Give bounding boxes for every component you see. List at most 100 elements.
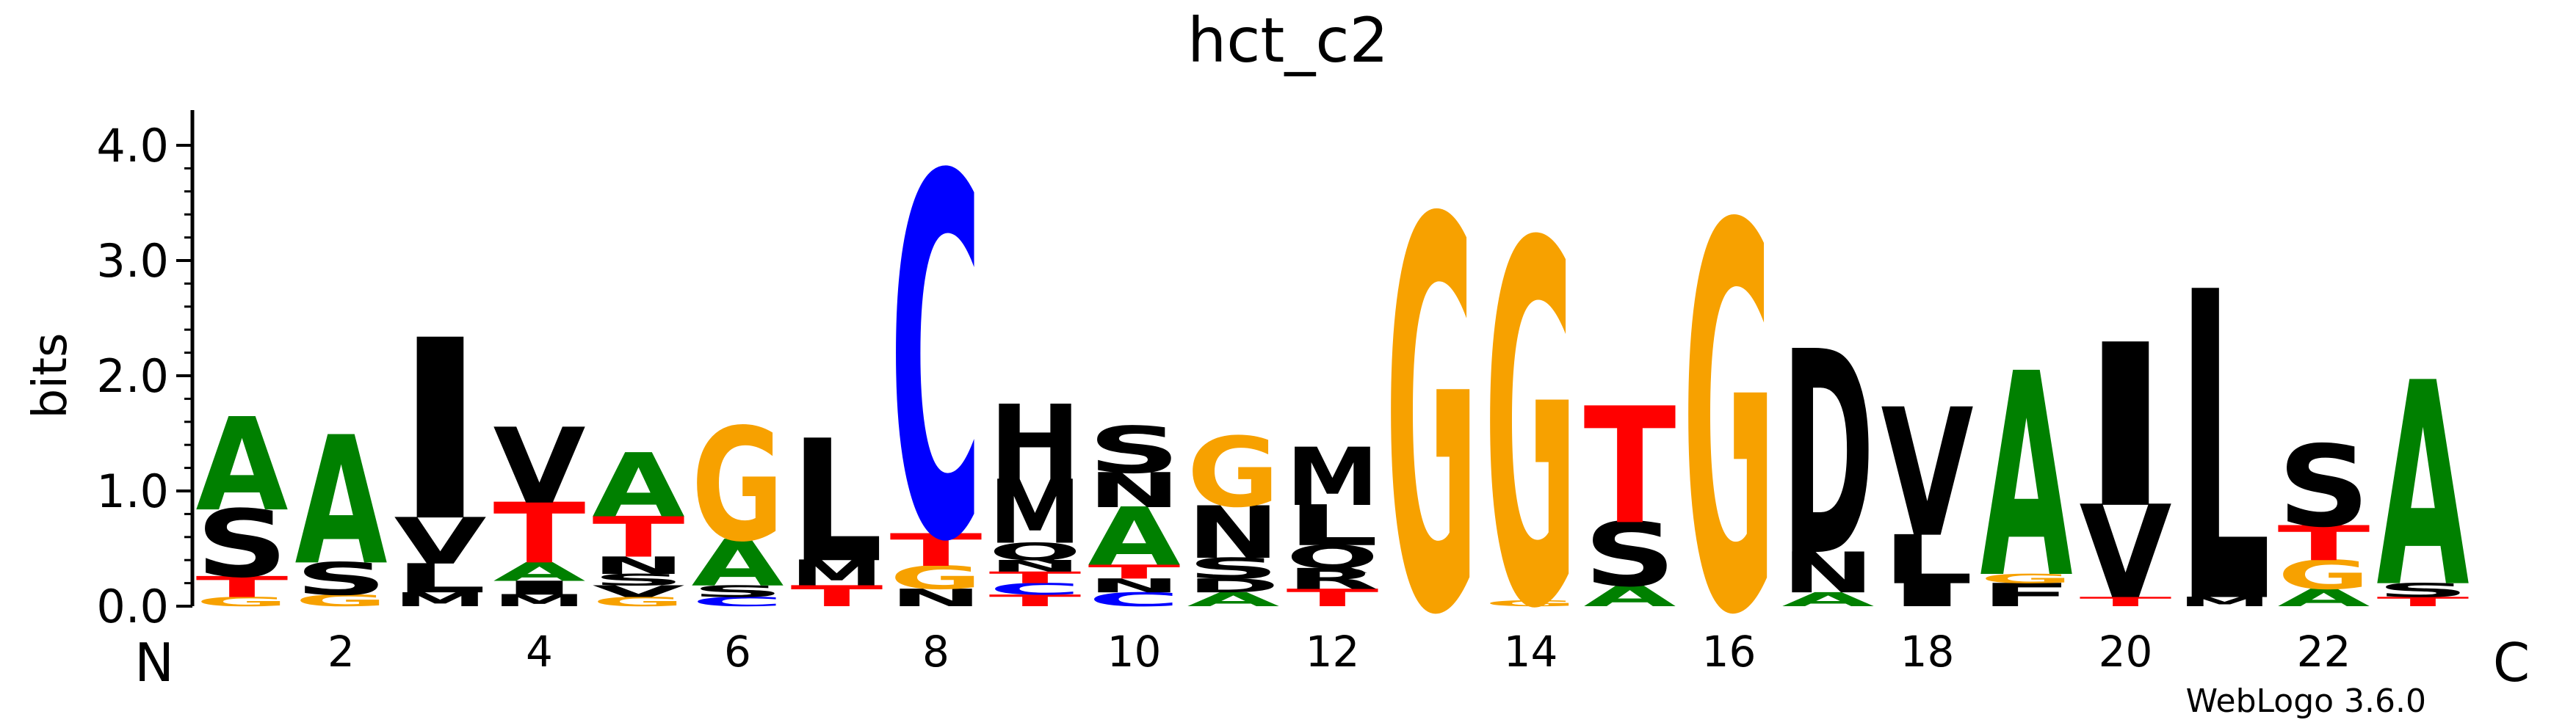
c-terminus-label: C [2493,632,2530,694]
logo-letter: V [1881,372,1974,577]
logo-letter: C [988,580,1081,598]
y-tick-label: 0.0 [96,580,169,633]
logo-letter: I [2080,298,2172,558]
logo-letter: S [692,582,784,600]
logo-letter: F [1980,577,2073,614]
logo-letter: A [1584,580,1676,614]
logo-letter: T [890,525,983,577]
logo-letter: S [1088,413,1181,488]
logo-letter: M [791,553,883,594]
chart-title: hct_c2 [1187,4,1389,76]
x-tick-label: 6 [724,627,751,677]
x-tick-label: 16 [1702,627,1756,677]
logo-letter: S [1584,504,1676,606]
logo-letter: S [2377,579,2470,601]
logo-letter: N [1088,575,1181,597]
logo-letter: C [889,74,982,652]
logo-letter: A [196,390,289,540]
logo-letter: H [989,383,1082,504]
logo-letter: T [989,569,1082,587]
y-axis-label: bits [23,333,78,419]
logo-letter: S [196,490,289,598]
logo-letter: T [1287,584,1379,612]
logo-letter: T [1088,561,1181,583]
logo-letter: V [593,582,685,600]
x-tick-label: 2 [328,627,355,677]
logo-letter: D [1782,293,1875,619]
logo-letter: A [295,400,388,605]
logo-letter: G [1485,599,1577,608]
logo-letter: C [692,594,784,609]
logo-letter: T [593,505,685,570]
logo-letter: C [1088,589,1180,611]
logo-letter: G [890,559,983,597]
logo-letter: N [1187,491,1280,575]
logo-letter: N [890,584,983,612]
logo-letter: L [1287,494,1379,559]
logo-letter: L [2179,203,2271,697]
weblogo-credit: WebLogo 3.6.0 [2186,682,2426,720]
logo-letter: S [1187,552,1280,586]
x-tick-label: 8 [922,627,949,677]
logo-letter: S [295,553,388,605]
logo-letter: Q [1286,539,1378,576]
logo-letter: G [1683,116,1776,728]
logo-letter: T [2377,594,2470,609]
logo-letter: G [1485,140,1577,718]
logo-letter: A [493,557,586,587]
x-tick-label: 10 [1107,627,1162,677]
logo-letter: A [1187,589,1280,611]
y-tick-label: 1.0 [96,465,169,518]
logo-letter: A [692,526,784,601]
logo-letter: V [493,406,586,527]
x-tick-label: 20 [2099,627,2153,677]
logo-letter: M [2179,594,2271,609]
x-tick-label: 4 [526,627,553,677]
logo-letter: A [1782,589,1875,611]
logo-letter: M [989,462,1082,564]
x-tick-label: 18 [1900,627,1955,677]
logo-letter: T [493,486,586,583]
x-tick-label: 14 [1504,627,1558,677]
logo-letter: A [2377,324,2470,650]
logo-letter: N [989,557,1082,575]
logo-letter: N [1088,463,1181,519]
logo-letter: A [593,434,685,537]
logo-letter: A [1980,316,2074,641]
logo-letter: G [692,395,784,576]
logo-letter: S [593,571,685,589]
logo-letter: M [394,589,487,611]
logo-letter: T [791,580,883,614]
logo-letter: M [1287,430,1379,523]
x-tick-label: 12 [1306,627,1360,677]
logo-letter: S [2278,422,2370,553]
logo-letter: I [493,577,586,600]
logo-letter: G [1386,109,1478,728]
n-terminus-label: N [134,632,174,694]
logo-letter: G [2278,552,2370,598]
logo-letter: T [989,592,1082,610]
logo-letter: L [1881,521,1974,599]
y-tick-label: 2.0 [96,349,169,403]
logo-letter: G [295,592,388,610]
logo-letter: I [394,287,487,576]
logo-letter: L [394,556,487,603]
logo-letter: T [1584,374,1676,561]
logo-letter: M [493,592,586,610]
logo-letter: G [1187,417,1280,528]
logo-letter: G [196,594,289,609]
logo-letter: T [2080,594,2172,609]
x-tick-label: 22 [2297,627,2351,677]
x-axis-ticks: 2 4 6 8 10 12 14 16 18 20 22 [328,627,2351,677]
logo-letter: V [394,504,487,579]
y-tick-label: 4.0 [96,119,169,172]
logo-letter: T [196,570,289,604]
logo-letter: Q [989,538,1082,566]
logo-letter: T [2278,515,2370,571]
logo-letter: N [593,552,685,580]
y-tick-label: 3.0 [96,234,169,288]
y-axis-ticks: 0.0 1.0 2.0 3.0 4.0 [96,119,192,633]
logo-letter: A [1088,490,1181,583]
